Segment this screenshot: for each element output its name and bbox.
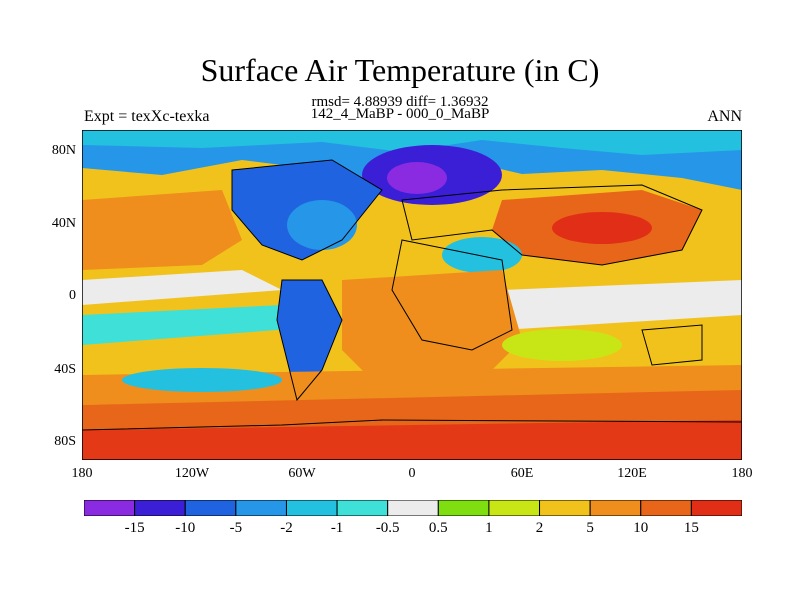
- lat-tick-40s: 40S: [54, 362, 76, 377]
- map-title: Surface Air Temperature (in C): [200, 52, 600, 88]
- colorbar-swatch: [184, 500, 237, 516]
- colorbar-label: -1: [330, 520, 344, 536]
- lat-tick-40n: 40N: [51, 216, 76, 231]
- lon-tick-180e: 180: [731, 466, 753, 481]
- colorbar: [84, 500, 742, 516]
- colorbar-label: -15: [124, 520, 145, 536]
- lon-tick-120e: 120E: [617, 466, 647, 481]
- colorbar-label: 5: [586, 520, 594, 536]
- colorbar-label: 15: [683, 520, 699, 536]
- colorbar-swatch: [589, 500, 642, 516]
- colorbar-label: 0.5: [428, 520, 448, 536]
- lon-tick-60e: 60E: [510, 466, 534, 481]
- colorbar-swatch: [437, 500, 490, 516]
- temperature-map: [82, 130, 742, 460]
- colorbar-label: 1: [485, 520, 493, 536]
- colorbar-label: -5: [229, 520, 243, 536]
- colorbar-swatch: [285, 500, 338, 516]
- colorbar-swatch: [84, 500, 136, 516]
- lon-tick-120w: 120W: [174, 466, 210, 481]
- colorbar-label: 10: [633, 520, 649, 536]
- lat-tick-80s: 80S: [54, 434, 76, 449]
- lat-tick-80n: 80N: [51, 143, 76, 158]
- colorbar-label: 2: [535, 520, 544, 536]
- colorbar-swatch: [690, 500, 742, 516]
- colorbar-swatch: [235, 500, 287, 516]
- experiment-label: Expt = texXc-texka: [84, 108, 210, 125]
- colorbar-swatch: [336, 500, 389, 516]
- lon-tick-60w: 60W: [288, 466, 316, 481]
- lon-tick-180w: 180: [71, 466, 93, 481]
- colorbar-label: -2: [280, 520, 293, 536]
- colorbar-swatch: [387, 500, 439, 516]
- stats-label: rmsd= 4.88939 diff= 1.36932: [311, 94, 489, 110]
- lon-tick-0: 0: [408, 466, 416, 481]
- colorbar-swatch: [134, 500, 186, 516]
- colorbar-label: -0.5: [375, 520, 400, 536]
- period-label: 142_4_MaBP - 000_0_MaBP: [310, 106, 490, 122]
- colorbar-swatch: [539, 500, 591, 516]
- colorbar-swatch: [488, 500, 541, 516]
- colorbar-swatch: [640, 500, 692, 516]
- lat-tick-0: 0: [69, 288, 76, 303]
- colorbar-label: -10: [175, 520, 196, 536]
- season-label: ANN: [707, 108, 742, 125]
